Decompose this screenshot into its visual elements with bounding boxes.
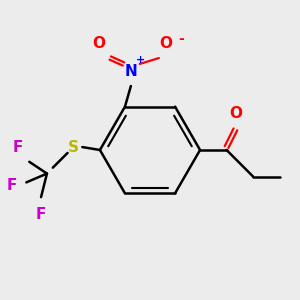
- Text: F: F: [12, 140, 23, 154]
- Text: +: +: [136, 55, 145, 64]
- Text: O: O: [229, 106, 242, 121]
- Text: O: O: [160, 36, 173, 51]
- Text: O: O: [92, 36, 105, 51]
- Text: N: N: [124, 64, 137, 79]
- Text: F: F: [36, 207, 46, 222]
- Text: F: F: [6, 178, 17, 193]
- Text: S: S: [68, 140, 79, 154]
- Text: -: -: [178, 32, 184, 46]
